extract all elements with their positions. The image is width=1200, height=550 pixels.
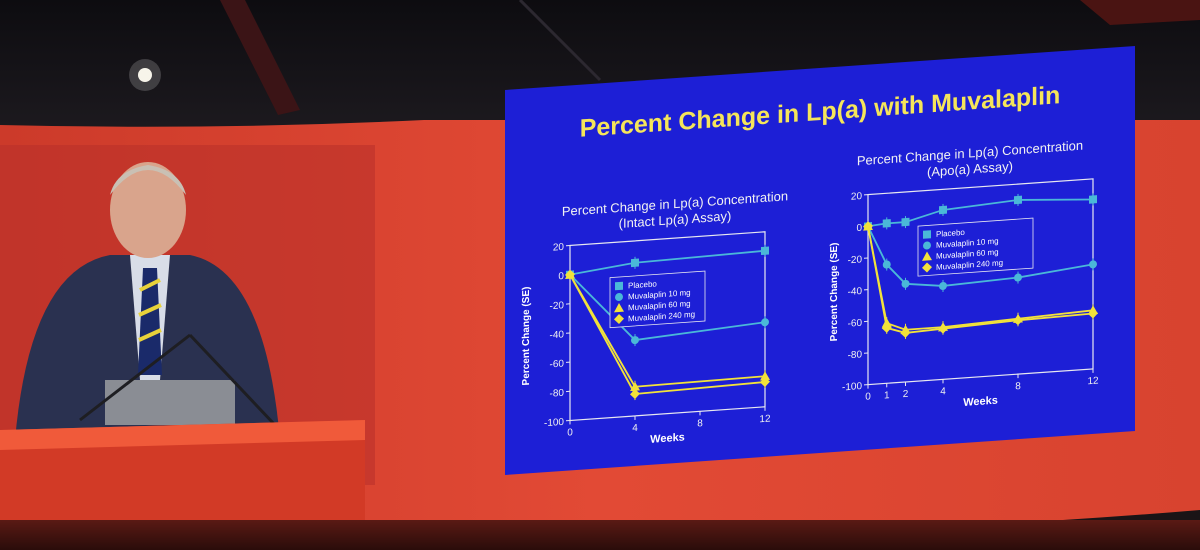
y-tick-label: -40 — [550, 329, 565, 341]
x-axis-label: Weeks — [650, 431, 685, 445]
data-point-0 — [901, 217, 910, 227]
x-tick-label: 4 — [940, 386, 946, 397]
y-tick-label: -80 — [550, 388, 565, 400]
y-tick-label: 20 — [553, 242, 565, 254]
data-point-3 — [1088, 308, 1098, 319]
speaker-hair — [110, 165, 186, 195]
x-axis-label: Weeks — [963, 395, 998, 409]
truss-right — [1080, 0, 1200, 25]
legend-marker-2 — [922, 251, 932, 261]
rigging-art — [129, 0, 1200, 115]
data-point-1 — [761, 318, 769, 327]
truss-center — [518, 0, 602, 82]
data-point-2 — [760, 371, 770, 381]
legend-marker-1 — [615, 293, 623, 302]
data-point-3 — [863, 221, 873, 232]
legend-label: Placebo — [628, 279, 657, 290]
laptop — [105, 380, 235, 425]
speaker-face — [110, 162, 186, 258]
y-tick-label: -100 — [842, 381, 862, 393]
y-axis-label: Percent Change (SE) — [521, 286, 532, 386]
y-tick-label: 0 — [558, 271, 564, 282]
legend-marker-3 — [614, 314, 624, 325]
y-tick-label: 20 — [851, 191, 863, 203]
legend-label: Placebo — [936, 228, 965, 239]
x-tick-label: 12 — [759, 413, 771, 425]
data-point-0 — [1089, 195, 1097, 204]
legend-marker-0 — [615, 281, 623, 291]
y-axis-label: Percent Change (SE) — [829, 242, 840, 342]
y-tick-label: -40 — [848, 286, 863, 298]
data-point-3 — [1013, 315, 1023, 326]
data-point-1 — [939, 281, 947, 290]
data-point-3 — [565, 269, 575, 280]
slide-background: Percent Change in Lp(a) with Muvalaplin … — [505, 45, 1135, 476]
legend-marker-0 — [923, 230, 931, 239]
legend-marker-1 — [923, 241, 931, 250]
data-point-0 — [761, 246, 769, 256]
stage-light — [138, 68, 152, 82]
data-point-1 — [1014, 273, 1022, 282]
y-tick-label: -60 — [848, 318, 863, 330]
legend-label: Muvalaplin 10 mg — [628, 288, 691, 301]
legend-label: Muvalaplin 10 mg — [936, 236, 999, 249]
legend-marker-3 — [922, 262, 932, 273]
slide-title: Percent Change in Lp(a) with Muvalaplin — [579, 81, 1061, 143]
series-line-1 — [867, 225, 1094, 287]
legend-marker-2 — [614, 303, 624, 313]
y-tick-label: -20 — [848, 254, 863, 266]
x-tick-label: 2 — [903, 389, 909, 400]
x-tick-label: 4 — [632, 423, 638, 434]
data-point-1 — [631, 336, 639, 345]
x-tick-label: 8 — [697, 418, 703, 429]
data-point-3 — [630, 389, 640, 400]
data-point-0 — [631, 258, 639, 268]
truss-left — [220, 0, 300, 115]
data-point-0 — [939, 205, 947, 215]
x-tick-label: 0 — [567, 427, 573, 438]
stage-light-glow — [129, 59, 161, 91]
data-point-3 — [900, 327, 911, 338]
microphone-right — [188, 333, 277, 427]
stage-curtain — [0, 520, 1200, 550]
x-tick-label: 12 — [1087, 375, 1099, 387]
y-tick-label: 0 — [856, 223, 862, 234]
presentation-slide: Percent Change in Lp(a) with Muvalaplin … — [505, 45, 1135, 476]
data-point-1 — [901, 279, 910, 288]
data-point-1 — [882, 260, 891, 269]
x-tick-label: 8 — [1015, 381, 1021, 392]
speaker — [0, 150, 380, 520]
y-tick-label: -60 — [550, 359, 565, 371]
data-point-0 — [882, 219, 891, 228]
series-line-3 — [867, 226, 1094, 334]
speaker-figure — [0, 162, 365, 520]
x-tick-label: 1 — [884, 390, 890, 401]
x-tick-label: 0 — [865, 391, 871, 402]
podium-top — [0, 420, 365, 450]
data-point-0 — [1014, 195, 1022, 205]
legend-label: Muvalaplin 60 mg — [936, 247, 999, 260]
y-tick-label: -80 — [848, 349, 863, 361]
data-point-3 — [760, 377, 770, 388]
data-point-3 — [938, 323, 948, 334]
y-tick-label: -100 — [544, 417, 564, 429]
legend-label: Muvalaplin 60 mg — [628, 299, 691, 312]
speaker-tie — [138, 268, 162, 375]
y-tick-label: -20 — [550, 300, 565, 312]
microphone-left — [79, 333, 191, 422]
series-line-0 — [569, 249, 766, 276]
data-point-3 — [881, 322, 892, 333]
data-point-1 — [1089, 260, 1097, 269]
